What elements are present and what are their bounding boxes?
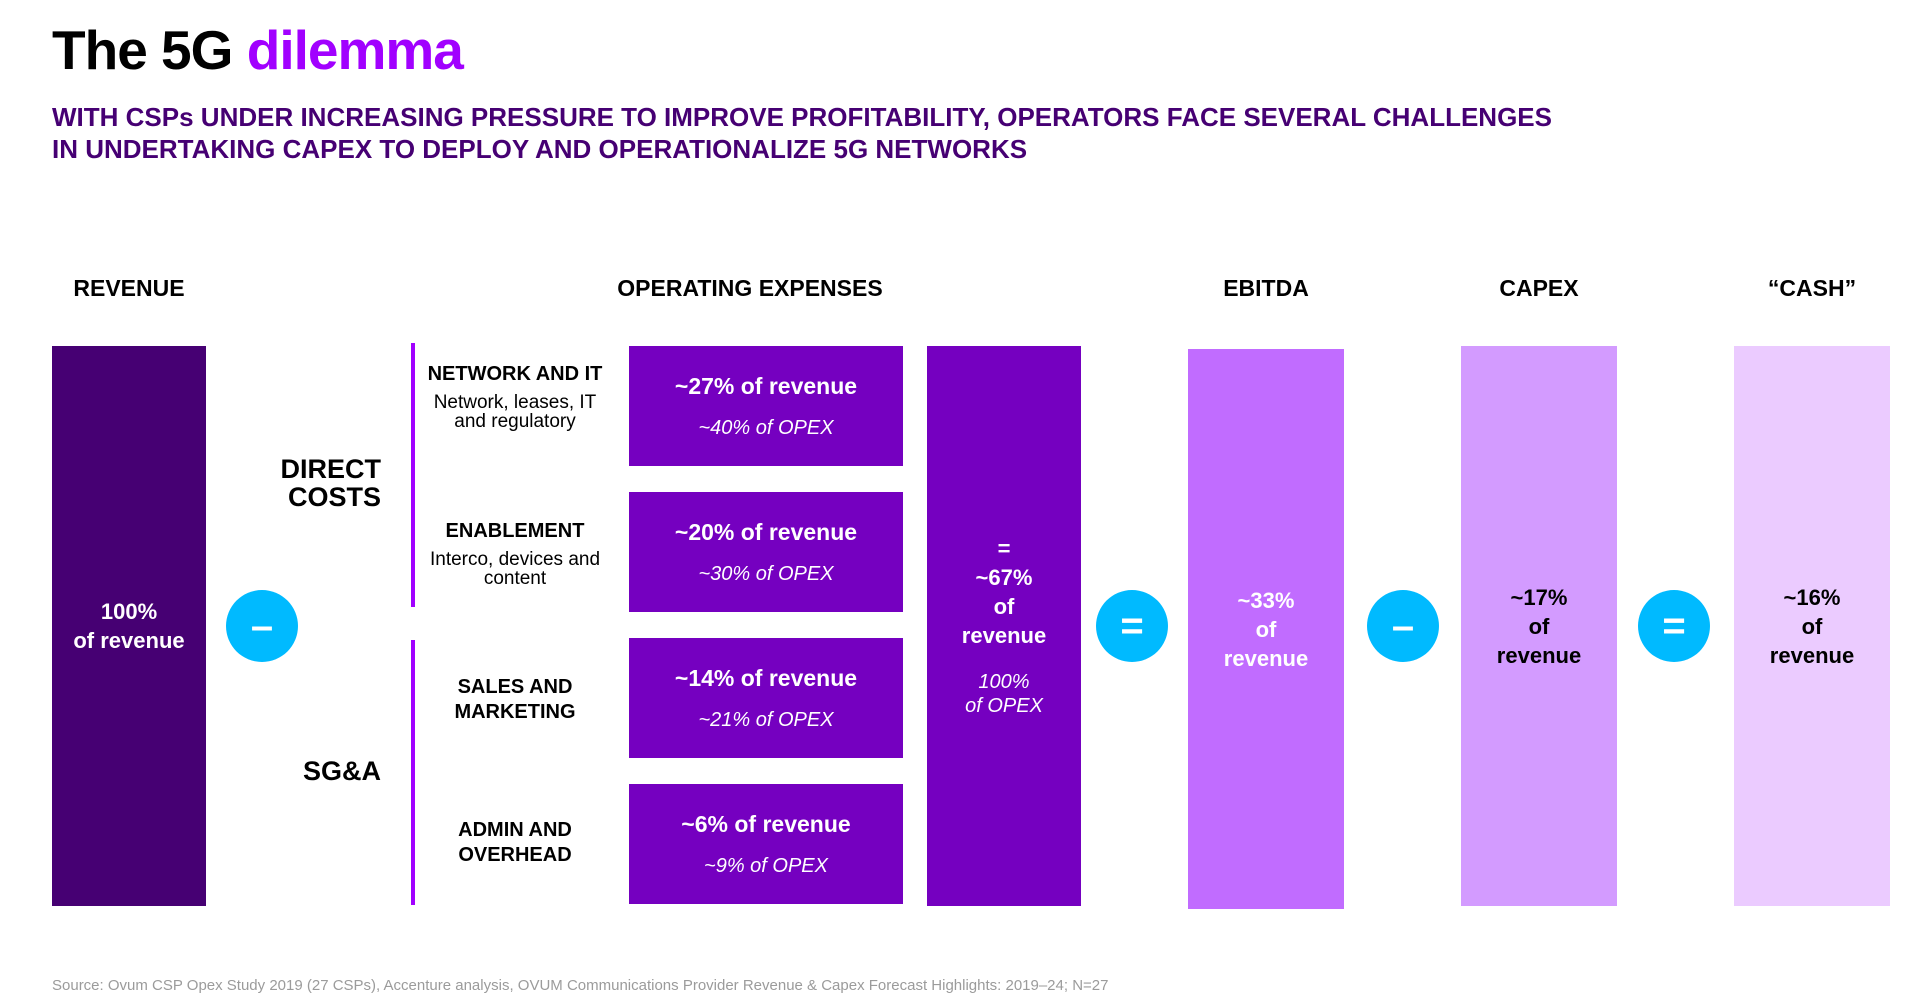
header-capex: CAPEX — [1499, 275, 1579, 301]
equals-operator: = — [1638, 590, 1710, 662]
header-operating-expenses: OPERATING EXPENSES — [617, 275, 883, 301]
page-title: The 5G dilemma — [52, 18, 464, 82]
equals-operator: = — [1096, 590, 1168, 662]
opex-revenue-share: ~20% of revenue — [674, 518, 858, 545]
opex-share: ~30% of OPEX — [698, 562, 834, 585]
opex-revenue-share: ~27% of revenue — [674, 372, 858, 399]
capex-pct: ~17% — [1510, 584, 1568, 610]
header-ebitda: EBITDA — [1223, 275, 1309, 301]
header-cash: “CASH” — [1767, 275, 1857, 301]
opex-total-pct: ~67% — [975, 565, 1033, 590]
opex-box-sales-marketing: ~14% of revenue ~21% of OPEX — [629, 638, 903, 758]
opex-total-opex-pct: 100% — [978, 671, 1030, 693]
ebitda-bar: ~33% of revenue — [1188, 349, 1344, 909]
opex-revenue-share: ~14% of revenue — [674, 664, 858, 691]
opex-box-enablement: ~20% of revenue ~30% of OPEX — [629, 492, 903, 612]
opex-box-network-it: ~27% of revenue ~40% of OPEX — [629, 346, 903, 466]
direct-costs-bracket — [411, 343, 415, 607]
opex-total-of: of — [993, 594, 1015, 619]
opex-share: ~40% of OPEX — [698, 416, 834, 439]
capex-of: of — [1528, 613, 1550, 639]
ebitda-of: of — [1255, 616, 1277, 642]
opex-total-equals: = — [997, 536, 1011, 561]
cash-of: of — [1801, 613, 1823, 639]
capex-revenue: revenue — [1496, 642, 1582, 668]
group-label-sga: SG&A — [302, 756, 381, 786]
header-revenue: REVENUE — [73, 275, 185, 301]
category-enablement: ENABLEMENT Interco, devices and content — [425, 519, 605, 588]
category-network-it: NETWORK AND IT Network, leases, IT and r… — [425, 362, 605, 431]
category-sales-marketing: SALES AND MARKETING — [425, 675, 605, 725]
ebitda-pct: ~33% — [1237, 587, 1295, 613]
group-label-direct-costs: DIRECT COSTS — [280, 454, 382, 512]
title-main: The 5G — [52, 19, 233, 81]
subtitle-line-1: WITH CSPs UNDER INCREASING PRESSURE TO I… — [52, 102, 1552, 132]
category-admin-overhead: ADMIN AND OVERHEAD — [425, 818, 605, 868]
subtitle-line-2: IN UNDERTAKING CAPEX TO DEPLOY AND OPERA… — [52, 134, 1028, 164]
sga-bracket — [411, 640, 415, 905]
revenue-label: of revenue — [73, 628, 185, 653]
minus-operator: – — [226, 590, 298, 662]
revenue-bar: 100% of revenue — [52, 346, 206, 906]
category-description: Interco, devices and content — [429, 549, 601, 589]
category-name: ADMIN AND OVERHEAD — [458, 819, 572, 866]
minus-operator: – — [1367, 590, 1439, 662]
opex-share: ~9% of OPEX — [704, 854, 828, 877]
cash-revenue: revenue — [1769, 642, 1855, 668]
cash-pct: ~16% — [1783, 584, 1841, 610]
category-name: NETWORK AND IT — [427, 363, 603, 385]
opex-total-revenue: revenue — [961, 623, 1047, 648]
ebitda-revenue: revenue — [1223, 645, 1309, 671]
source-note: Source: Ovum CSP Opex Study 2019 (27 CSP… — [52, 977, 1109, 994]
opex-total-opex-label: of OPEX — [965, 695, 1043, 717]
title-highlight: dilemma — [246, 19, 464, 81]
opex-share: ~21% of OPEX — [698, 708, 834, 731]
opex-revenue-share: ~6% of revenue — [681, 810, 851, 837]
revenue-value: 100% — [100, 599, 158, 624]
capex-bar: ~17% of revenue — [1461, 346, 1617, 906]
category-name: ENABLEMENT — [445, 520, 585, 542]
cash-bar: ~16% of revenue — [1734, 346, 1890, 906]
page-subtitle: WITH CSPs UNDER INCREASING PRESSURE TO I… — [52, 101, 1692, 165]
opex-total-bar: = ~67% of revenue 100% of OPEX — [927, 346, 1081, 906]
opex-box-admin-overhead: ~6% of revenue ~9% of OPEX — [629, 784, 903, 904]
category-description: Network, leases, IT and regulatory — [433, 392, 597, 432]
category-name: SALES AND MARKETING — [454, 676, 576, 723]
